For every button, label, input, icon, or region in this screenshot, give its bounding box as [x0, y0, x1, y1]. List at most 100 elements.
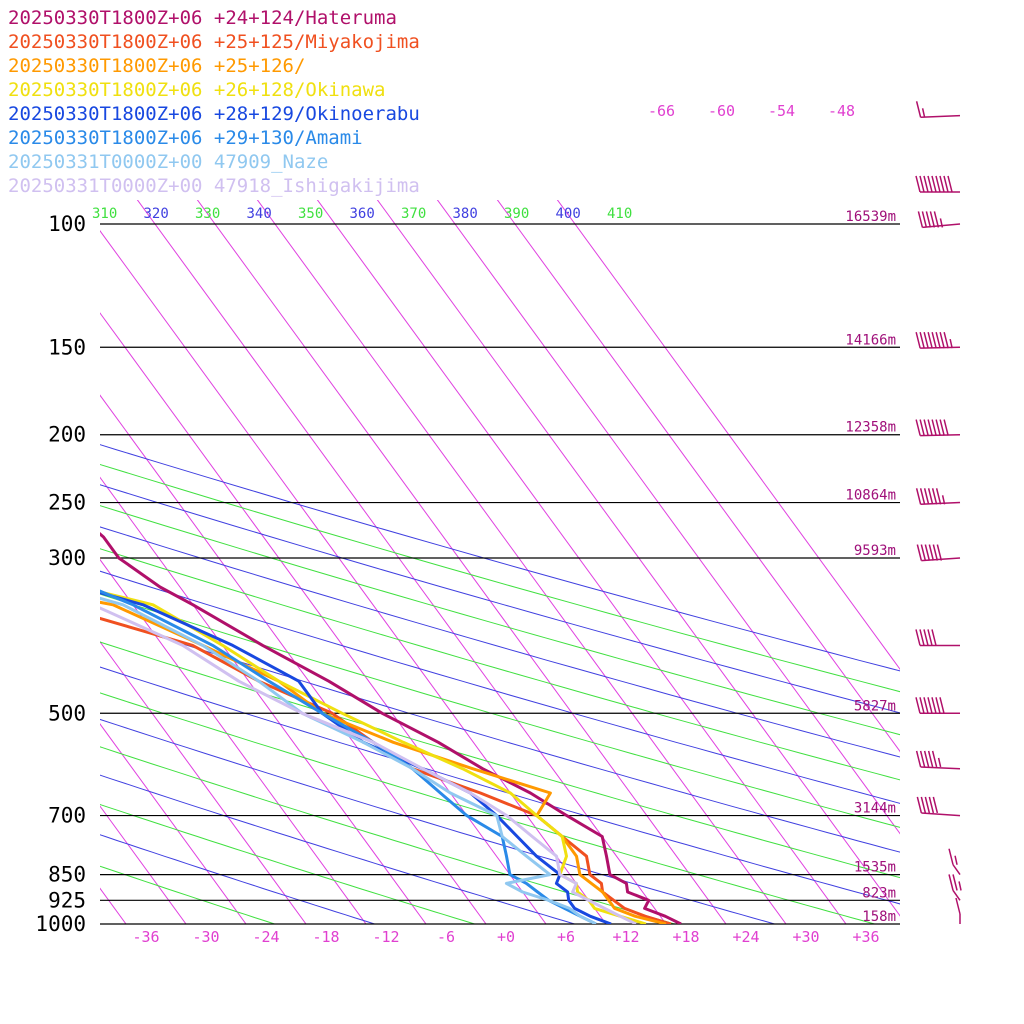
isotherm-line [496, 200, 900, 753]
wind-barb [915, 101, 961, 119]
wind-barb-flag [928, 796, 935, 814]
pressure-label: 300 [48, 546, 86, 570]
wind-barb-flag [955, 897, 961, 915]
legend-entry: 20250331T0000Z+00 47909_Naze [8, 151, 328, 173]
wind-barb-flag [927, 697, 933, 714]
wind-barb [915, 750, 961, 770]
wind-barb-flag [932, 544, 939, 561]
temperature-tick-label: +12 [612, 928, 639, 946]
height-label: 16539m [845, 209, 896, 225]
wind-barb [915, 419, 961, 437]
wind-barb-flag [939, 697, 945, 714]
wind-barb [916, 544, 961, 562]
wind-barb-flag [928, 544, 935, 561]
sounding-line [100, 589, 597, 924]
sounding-line [100, 557, 667, 924]
wind-barb-flag [915, 419, 921, 436]
theta-label: 330 [195, 206, 220, 222]
isotherm-line [556, 200, 900, 671]
wind-barb [916, 796, 961, 817]
temperature-tick-label: +36 [852, 928, 879, 946]
dry-adiabat-lines [100, 444, 900, 924]
sounding-line [100, 616, 672, 924]
height-label: 823m [862, 885, 896, 901]
wind-barb-flag [915, 750, 922, 768]
wind-barb [948, 848, 961, 876]
wind-barb-flag [923, 750, 930, 768]
wind-barb-flag [923, 697, 929, 714]
wind-barb-flag [948, 848, 954, 865]
wind-barb-flag [920, 544, 927, 561]
pressure-label: 100 [48, 212, 86, 236]
dry-adiabat-line [100, 526, 900, 758]
wind-barb-flag [931, 331, 937, 349]
legend-entry: 20250330T1800Z+06 +26+128/Okinawa [8, 79, 386, 101]
wind-barb-flag [919, 175, 925, 193]
height-label: 3144m [854, 801, 896, 817]
height-label: 9593m [854, 543, 896, 559]
wind-barb-flag [923, 331, 929, 349]
dry-adiabat-line [100, 484, 900, 714]
pressure-label: 200 [48, 423, 86, 447]
temperature-tick-label: -24 [252, 928, 279, 946]
dry-adiabat-line [100, 834, 377, 924]
wind-barb-flag [943, 419, 949, 436]
dry-adiabat-line [100, 570, 900, 804]
isotherm-line [100, 230, 607, 924]
wind-barb-flag [925, 211, 932, 228]
wind-barb-flag [916, 796, 923, 814]
pressure-label: 925 [48, 888, 86, 912]
wind-barb-flag [939, 331, 945, 349]
wind-barb-flag [952, 874, 958, 891]
wind-barb-flag [919, 419, 925, 436]
wind-barb-half [921, 108, 926, 118]
legend: 20250330T1800Z+06 +24+124/Hateruma202503… [8, 7, 420, 197]
sounding-line [100, 606, 637, 924]
temperature-tick-label: -30 [192, 928, 219, 946]
temperature-tick-label: +6 [557, 928, 575, 946]
isotherm-line [100, 640, 307, 924]
wind-barb-half [939, 218, 944, 228]
dry-adiabat-line [100, 617, 900, 853]
pressure-label: 700 [48, 804, 86, 828]
wind-barb-half [941, 495, 946, 505]
dry-adiabat-line [100, 444, 900, 672]
wind-barb-flag [915, 697, 921, 714]
sounding-series [100, 532, 682, 924]
wind-barb-flag [932, 796, 939, 814]
height-label: 14166m [845, 332, 896, 348]
dry-adiabat-line [100, 463, 900, 693]
wind-barb-flag [923, 629, 929, 646]
isotherm-line [436, 200, 900, 835]
wind-barb-flag [923, 175, 929, 193]
wind-barb-flag [939, 175, 945, 193]
wind-barb-flag [919, 750, 926, 768]
wind-barb-flag [921, 211, 928, 228]
temperature-tick-label: -36 [132, 928, 159, 946]
wind-barb-flag [947, 175, 953, 193]
isotherm-line [0, 69, 6, 924]
wind-barb-flag [943, 175, 949, 193]
wind-barb-flag [931, 175, 937, 193]
wind-barb [915, 697, 960, 715]
wind-barb-half [949, 338, 953, 349]
wind-barb [917, 211, 961, 229]
temperature-tick-label: +18 [672, 928, 699, 946]
theta-label: 400 [556, 206, 581, 222]
wind-barb [915, 175, 960, 193]
wind-barb-flag [927, 175, 933, 193]
wind-barb-flag [923, 419, 929, 436]
wind-barb-shaft [920, 114, 961, 119]
wind-barb-half [954, 855, 958, 865]
wind-barb-shaft [920, 766, 961, 770]
temperature-tick-label: -18 [312, 928, 339, 946]
temperature-tick-label: +30 [792, 928, 819, 946]
pressure-label: 250 [48, 491, 86, 515]
wind-barb-flag [931, 697, 937, 714]
sounding-line [100, 596, 597, 924]
wind-barb-flag [919, 697, 925, 714]
wind-barb-flag [933, 211, 940, 228]
temperature-tick-label: -6 [437, 928, 455, 946]
isotherm-lines [0, 69, 900, 924]
